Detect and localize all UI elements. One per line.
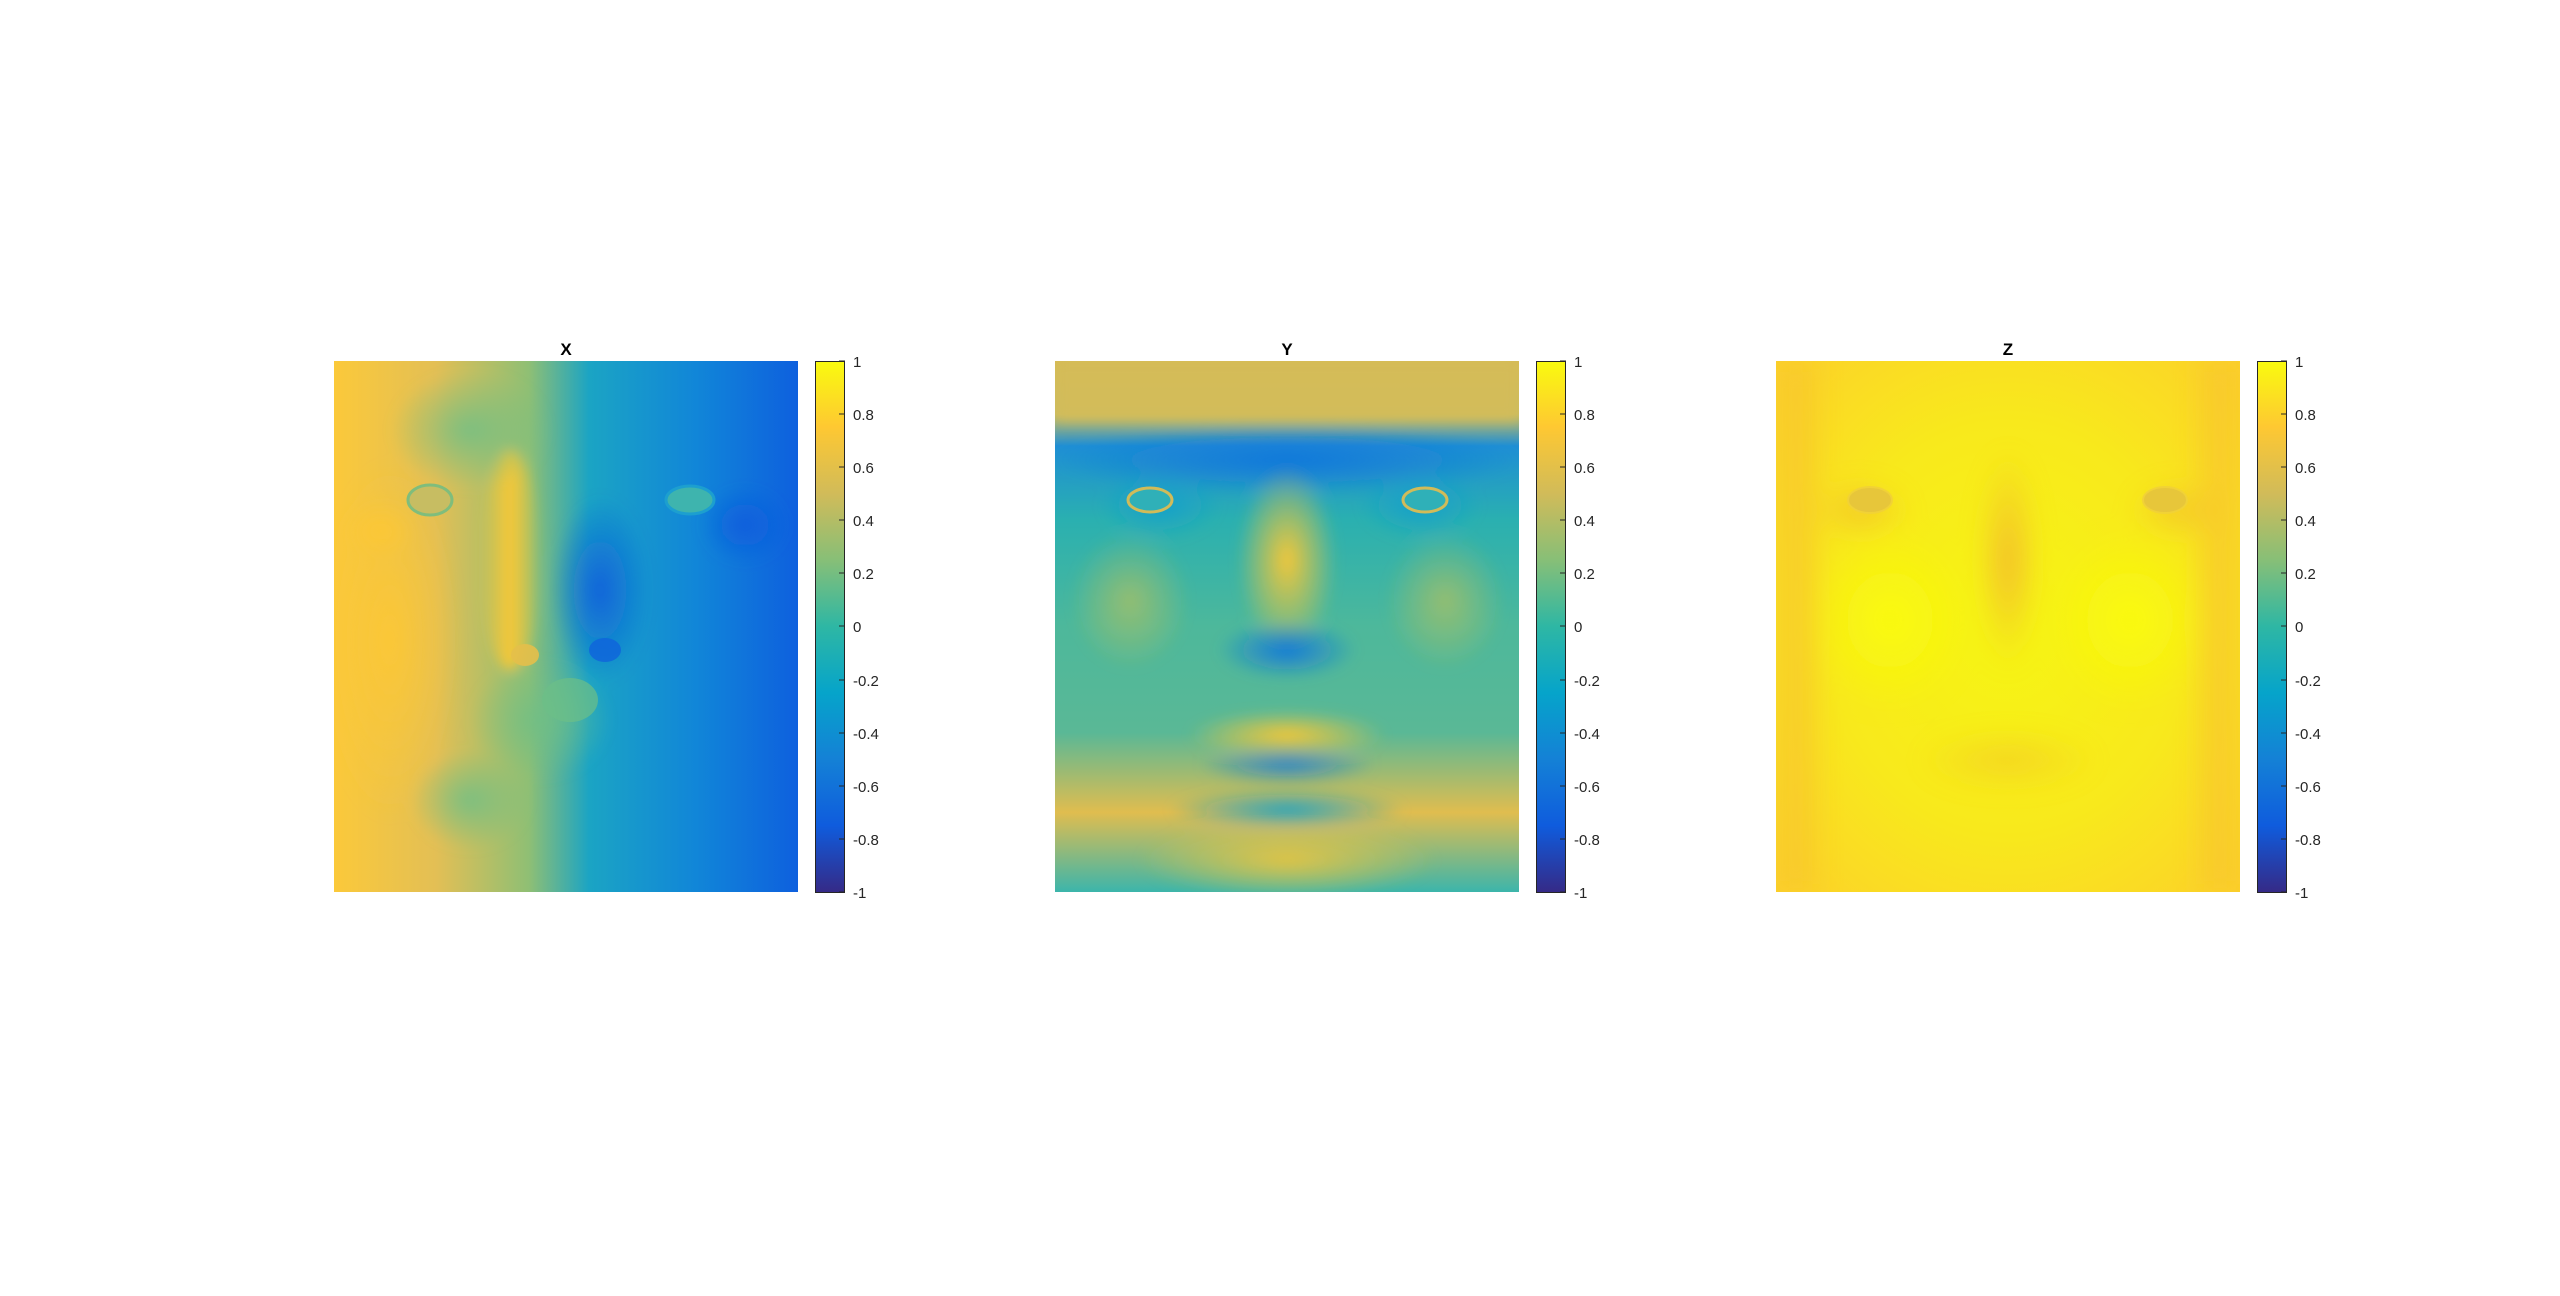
colorbar-tick: 0.4 <box>1574 513 1595 530</box>
colorbar-tick: -0.6 <box>1574 779 1600 796</box>
colorbar-tick: -1 <box>2295 885 2308 902</box>
colorbar-tick: -0.2 <box>853 673 879 690</box>
panel-x-image <box>334 361 798 892</box>
left-eye <box>1126 486 1174 514</box>
panel-x-title: X <box>560 340 572 359</box>
colorbar-tick: 1 <box>853 354 861 371</box>
colorbar-tick: -0.8 <box>1574 832 1600 849</box>
panel-x-colorbar <box>815 361 845 893</box>
panel-x-colorbar-ticks: 1 0.8 0.6 0.4 0.2 0 -0.2 -0.4 -0.6 -0.8 … <box>839 354 879 902</box>
colorbar-tick: 0.6 <box>2295 460 2316 477</box>
panel-z: Z <box>1776 340 2321 902</box>
colorbar-tick: 0.8 <box>2295 407 2316 424</box>
colorbar-tick: 0.6 <box>1574 460 1595 477</box>
colorbar-tick: -0.4 <box>2295 726 2321 743</box>
colorbar-tick: 0.8 <box>853 407 874 424</box>
colorbar-tick: -0.6 <box>2295 779 2321 796</box>
colorbar-tick: 1 <box>1574 354 1582 371</box>
colorbar-tick: 0.6 <box>853 460 874 477</box>
colorbar-tick: 0 <box>2295 619 2303 636</box>
right-eye <box>664 484 716 516</box>
colorbar-tick: -0.8 <box>853 832 879 849</box>
panel-y-image <box>1055 361 1519 892</box>
panel-z-title: Z <box>2003 340 2013 359</box>
colorbar-tick: -0.2 <box>1574 673 1600 690</box>
colorbar-tick: 0.2 <box>1574 566 1595 583</box>
panel-x: X <box>334 340 879 902</box>
left-eye <box>1847 486 1893 514</box>
colorbar-tick: 0 <box>1574 619 1582 636</box>
panel-z-colorbar-ticks: 1 0.8 0.6 0.4 0.2 0 -0.2 -0.4 -0.6 -0.8 … <box>2281 354 2321 902</box>
colorbar-tick: -0.6 <box>853 779 879 796</box>
right-eye <box>1401 486 1449 514</box>
colorbar-tick: 1 <box>2295 354 2303 371</box>
colorbar-tick: 0.4 <box>853 513 874 530</box>
colorbar-tick: 0.2 <box>2295 566 2316 583</box>
colorbar-tick: -1 <box>1574 885 1587 902</box>
colorbar-tick: 0.4 <box>2295 513 2316 530</box>
colorbar-tick: 0.2 <box>853 566 874 583</box>
panel-z-colorbar <box>2257 361 2287 893</box>
colorbar-tick: -0.4 <box>853 726 879 743</box>
colorbar-tick: 0.8 <box>1574 407 1595 424</box>
colorbar-tick: -0.8 <box>2295 832 2321 849</box>
colorbar-tick: -0.2 <box>2295 673 2321 690</box>
left-eye <box>406 483 454 517</box>
panel-z-image <box>1776 361 2240 892</box>
panel-y-colorbar-ticks: 1 0.8 0.6 0.4 0.2 0 -0.2 -0.4 -0.6 -0.8 … <box>1560 354 1600 902</box>
right-eye <box>2142 486 2188 514</box>
panel-y-colorbar <box>1536 361 1566 893</box>
panel-y: Y <box>1055 340 1600 902</box>
colorbar-tick: -1 <box>853 885 866 902</box>
colorbar-tick: 0 <box>853 619 861 636</box>
colorbar-tick: -0.4 <box>1574 726 1600 743</box>
panel-y-title: Y <box>1281 340 1293 359</box>
